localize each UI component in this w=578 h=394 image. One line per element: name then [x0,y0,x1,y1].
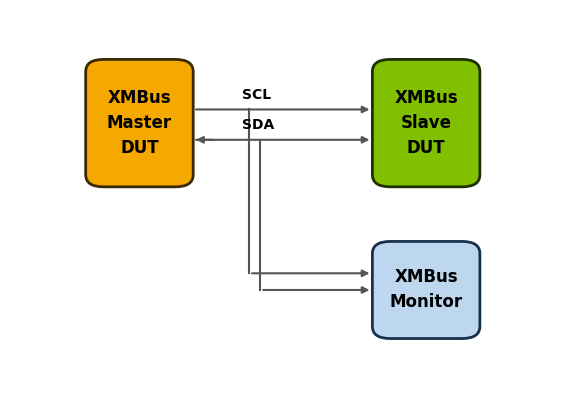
Text: SDA: SDA [243,118,275,132]
FancyBboxPatch shape [372,59,480,187]
Text: XMBus
Master
DUT: XMBus Master DUT [107,89,172,157]
Text: XMBus
Slave
DUT: XMBus Slave DUT [394,89,458,157]
FancyBboxPatch shape [372,242,480,338]
Text: XMBus
Monitor: XMBus Monitor [390,268,463,312]
FancyBboxPatch shape [86,59,193,187]
Text: SCL: SCL [243,88,272,102]
